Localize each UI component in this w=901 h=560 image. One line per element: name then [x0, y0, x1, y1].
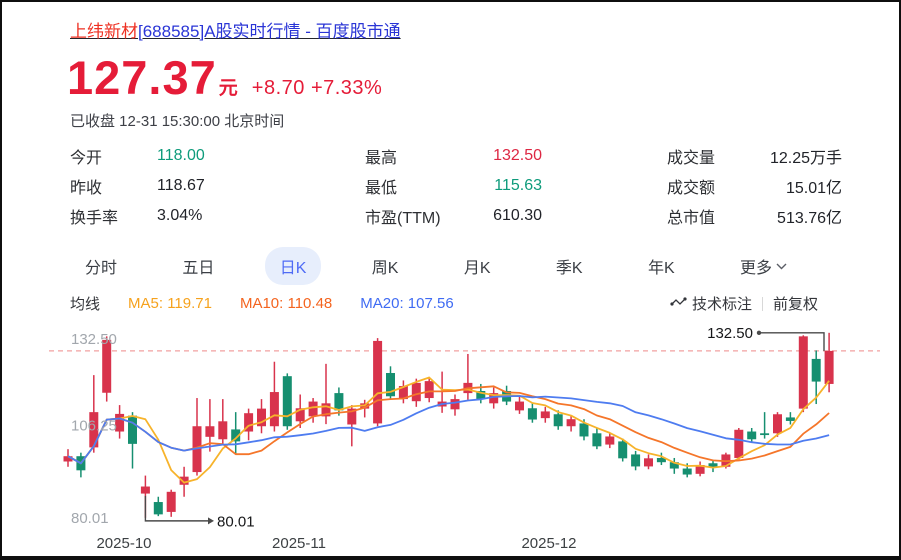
stat-amount: 成交额 15.01亿	[667, 180, 842, 197]
market-status: 已收盘 12-31 15:30:00 北京时间	[70, 113, 285, 130]
ma5-value: MA5: 119.71	[128, 295, 212, 312]
ma20-line	[67, 395, 830, 465]
ma10-value: MA10: 110.48	[239, 295, 333, 312]
title-rest: [688585]A股实时行情 - 百度股市通	[138, 22, 401, 41]
toolbar-divider	[762, 296, 764, 311]
forward-adjusted-button[interactable]: 前复权	[773, 296, 819, 313]
tech-annotate-button[interactable]: 技术标注	[670, 293, 752, 314]
kline-svg: 132.50 106.25 80.01 2025-10 2025-11 2025-12 80…	[49, 325, 880, 552]
result-title-link[interactable]: 上纬新材[688585]A股实时行情 - 百度股市通	[70, 17, 401, 42]
stat-high: 最高 132.50	[365, 147, 542, 167]
y-axis-label: 80.01	[71, 510, 109, 527]
low-annotation: 80.01	[144, 495, 255, 530]
chevron-down-icon	[776, 257, 787, 275]
ma20-value: MA20: 107.56	[360, 295, 454, 312]
stats-column-right: 成交量 12.25万手 成交额 15.01亿 总市值 513.76亿	[667, 141, 842, 231]
tab-weekly-k[interactable]: 周K	[371, 260, 399, 277]
annotate-zigzag-icon	[670, 295, 687, 312]
stat-turnover-rate: 换手率 3.04%	[70, 207, 203, 227]
ma-legend-title: 均线	[70, 296, 101, 313]
price-block: 127.37 元 +8.70 +7.33%	[67, 50, 382, 105]
x-axis-label: 2025-10	[96, 535, 151, 552]
ma10-line	[67, 385, 830, 465]
y-axis-label: 132.50	[71, 331, 117, 348]
tab-yearly-k[interactable]: 年K	[647, 260, 675, 277]
stat-prev-close: 昨收 118.67	[70, 177, 205, 197]
chart-toolbar: 技术标注 前复权	[670, 293, 818, 314]
tab-5day[interactable]: 五日	[182, 260, 215, 277]
x-axis-label: 2025-12	[521, 535, 576, 552]
current-price: 127.37	[67, 51, 217, 104]
stat-market-cap: 总市值 513.76亿	[667, 210, 842, 227]
stat-volume: 成交量 12.25万手	[667, 150, 842, 167]
kline-period-tabs: 分时 五日 日K 周K 月K 季K 年K 更多	[70, 247, 802, 285]
tab-minute[interactable]: 分时	[85, 260, 118, 277]
stat-open: 今开 118.00	[70, 147, 205, 167]
svg-text:132.50: 132.50	[707, 325, 753, 342]
svg-text:80.01: 80.01	[217, 513, 255, 530]
kline-chart[interactable]: 132.50 106.25 80.01 2025-10 2025-11 2025-12 80…	[47, 320, 882, 556]
tab-daily-k[interactable]: 日K	[264, 247, 322, 285]
high-annotation: 132.50	[707, 325, 825, 351]
tab-more[interactable]: 更多	[725, 247, 802, 285]
stats-column-left: 今开 118.00 昨收 118.67 换手率 3.04%	[70, 141, 300, 231]
tab-quarterly-k[interactable]: 季K	[555, 260, 583, 277]
x-axis-label: 2025-11	[272, 535, 326, 552]
stat-pe-ttm: 市盈(TTM) 610.30	[365, 207, 542, 227]
price-unit: 元	[218, 78, 238, 99]
ma5-line	[67, 376, 830, 484]
candles	[63, 332, 834, 518]
y-axis-label: 106.25	[71, 417, 117, 434]
stat-low: 最低 115.63	[365, 177, 542, 197]
tab-monthly-k[interactable]: 月K	[463, 260, 491, 277]
ma-legend: 均线 MA5: 119.71 MA10: 110.48 MA20: 107.56	[70, 293, 454, 314]
stock-name: 上纬新材	[70, 22, 138, 41]
stats-column-middle: 最高 132.50 最低 115.63 市盈(TTM) 610.30	[365, 141, 542, 231]
price-change: +8.70 +7.33%	[251, 77, 383, 99]
